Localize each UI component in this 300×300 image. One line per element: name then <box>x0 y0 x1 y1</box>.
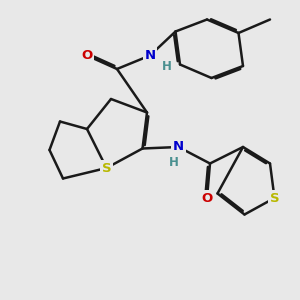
Text: S: S <box>270 191 279 205</box>
Text: H: H <box>169 155 179 169</box>
Text: O: O <box>81 49 93 62</box>
Text: S: S <box>102 161 111 175</box>
Text: O: O <box>201 191 213 205</box>
Text: N: N <box>144 49 156 62</box>
Text: N: N <box>173 140 184 154</box>
Text: H: H <box>162 59 171 73</box>
